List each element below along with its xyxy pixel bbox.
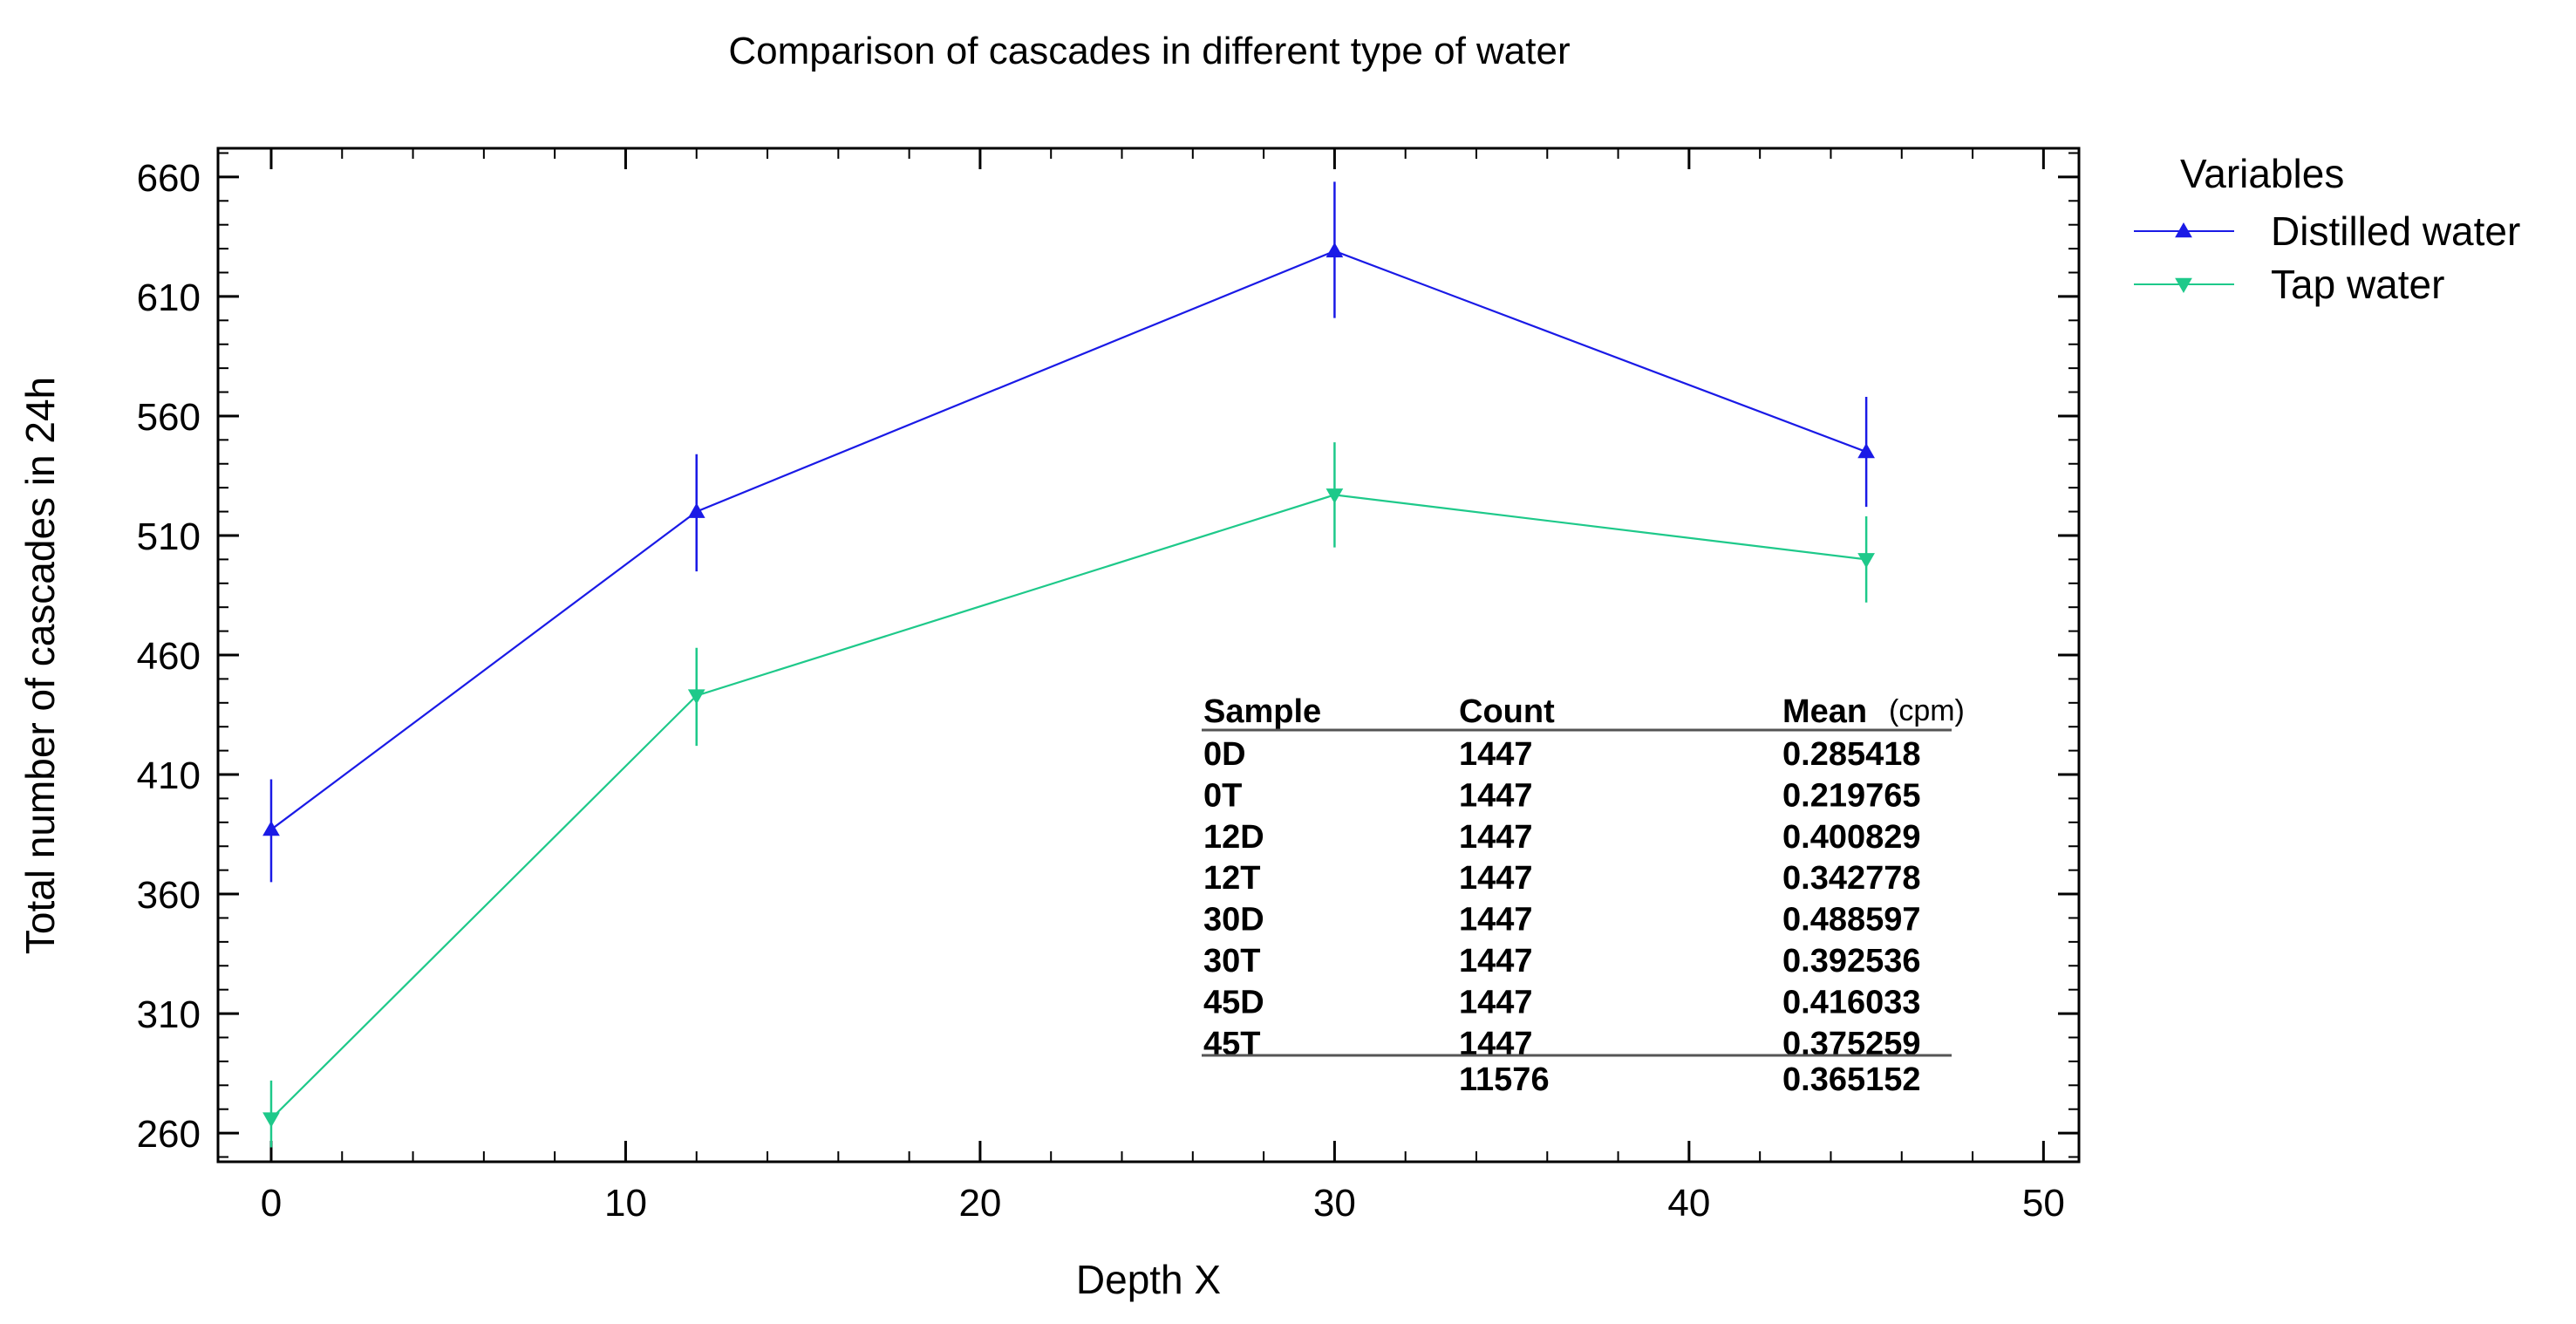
y-axis-title: Total number of cascades in 24h <box>17 377 63 954</box>
table-header-cell: Count <box>1459 693 1555 730</box>
x-tick-label: 0 <box>261 1182 282 1225</box>
table-cell: 0.219765 <box>1782 777 1921 814</box>
y-tick-label: 310 <box>137 993 201 1036</box>
table-cell: 12T <box>1203 860 1260 897</box>
table-cell: 1447 <box>1459 819 1533 856</box>
table-cell: 1447 <box>1459 943 1533 979</box>
y-tick-label: 660 <box>137 157 201 200</box>
data-point <box>1325 488 1344 504</box>
x-tick-label: 10 <box>604 1182 647 1225</box>
table-header-cell: Mean <box>1782 693 1867 730</box>
y-tick-label: 610 <box>137 276 201 319</box>
x-tick-label: 30 <box>1313 1182 1356 1225</box>
y-tick-label: 260 <box>137 1113 201 1156</box>
y-tick-label: 410 <box>137 754 201 797</box>
table-cell: 0.342778 <box>1782 860 1921 897</box>
y-tick-label: 360 <box>137 874 201 917</box>
data-point <box>687 689 705 705</box>
y-tick-label: 560 <box>137 396 201 439</box>
table-cell: 0.285418 <box>1782 736 1921 773</box>
table-cell: 0T <box>1203 777 1242 814</box>
table-cell: 12D <box>1203 819 1264 856</box>
table-total-cell: 11576 <box>1459 1061 1550 1098</box>
table-cell: 0.400829 <box>1782 819 1921 856</box>
data-point <box>262 821 280 836</box>
axis-ticks: 260 310 360 410 460 510 560 610 660 0 10 20 30 40 50 <box>137 148 2079 1225</box>
data-point <box>1857 443 1875 459</box>
legend-label: Tap water <box>2271 262 2444 307</box>
table-cell: 45D <box>1203 984 1264 1020</box>
chart-title: Comparison of cascades in different type… <box>728 30 1570 72</box>
table-total-cell: 0.365152 <box>1782 1061 1921 1098</box>
series-line <box>270 249 1867 830</box>
table-cell: 0.488597 <box>1782 902 1921 938</box>
legend-label: Distilled water <box>2271 208 2520 254</box>
legend-title: Variables <box>2180 151 2344 196</box>
table-header-cell: Sample <box>1203 693 1321 730</box>
table-cell: 1447 <box>1459 736 1533 773</box>
table-cell: 30D <box>1203 902 1264 938</box>
legend: Variables Distilled water Tap water <box>2134 151 2520 307</box>
series-tap-water <box>262 442 1875 1148</box>
data-point <box>687 502 705 518</box>
y-tick-label: 510 <box>137 515 201 558</box>
table-cell: 1447 <box>1459 860 1533 897</box>
data-point <box>262 1112 280 1128</box>
table-cell: 0.416033 <box>1782 984 1921 1020</box>
x-tick-label: 40 <box>1667 1182 1710 1225</box>
table-cell: 0.392536 <box>1782 943 1921 979</box>
table-cell: 0D <box>1203 736 1246 773</box>
table-header-unit: (cpm) <box>1889 694 1965 727</box>
table-cell: 1447 <box>1459 984 1533 1020</box>
legend-marker <box>2175 277 2192 294</box>
x-axis-title: Depth X <box>1076 1257 1221 1302</box>
series-line <box>270 494 1867 1120</box>
table-cell: 30T <box>1203 943 1260 979</box>
y-tick-label: 460 <box>137 635 201 678</box>
summary-table: Sample Count Mean (cpm) 0D 1447 0.285418 0T 1447… <box>1202 693 1965 1098</box>
series-group <box>262 181 1875 1148</box>
data-point <box>1857 553 1875 569</box>
legend-marker <box>2175 222 2192 238</box>
table-cell: 1447 <box>1459 777 1533 814</box>
data-point <box>1325 242 1344 258</box>
x-tick-label: 20 <box>958 1182 1001 1225</box>
series-distilled-water <box>262 181 1875 883</box>
x-tick-label: 50 <box>2022 1182 2065 1225</box>
table-cell: 1447 <box>1459 902 1533 938</box>
